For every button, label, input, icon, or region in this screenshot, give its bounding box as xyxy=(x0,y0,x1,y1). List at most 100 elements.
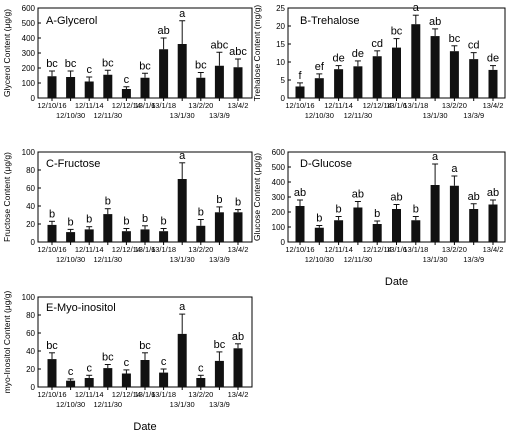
significance-letter: c xyxy=(86,64,92,76)
x-tick-label: 12/12/14 xyxy=(363,245,392,254)
bar xyxy=(411,220,421,242)
bar xyxy=(140,77,150,98)
x-tick-label: 13/4/2 xyxy=(483,101,504,110)
y-tick-label: 400 xyxy=(272,178,286,187)
bar xyxy=(103,74,113,98)
x-tick-label: 12/11/30 xyxy=(344,111,373,120)
y-tick-label: 60 xyxy=(26,184,35,193)
bar xyxy=(47,224,57,242)
significance-letter: a xyxy=(432,151,439,163)
y-tick-label: 15 xyxy=(276,40,285,49)
bar xyxy=(449,185,459,242)
x-tick-label: 13/1/6 xyxy=(135,245,156,254)
x-tick-label: 12/11/30 xyxy=(344,255,373,264)
significance-letter: b xyxy=(142,213,148,225)
x-tick-label: 13/4/2 xyxy=(483,245,504,254)
significance-letter: ef xyxy=(315,61,325,73)
x-tick-label: 13/4/2 xyxy=(228,245,249,254)
y-tick-label: 300 xyxy=(272,193,286,202)
significance-letter: ab xyxy=(487,187,499,199)
significance-letter: b xyxy=(316,213,322,225)
bar xyxy=(488,204,498,242)
x-tick-label: 13/1/18 xyxy=(151,245,176,254)
bar xyxy=(140,360,150,387)
x-tick-label: 13/1/18 xyxy=(151,390,176,399)
panel-e: 0 20 40 60 80 100 bc 12/10/16 c 12/10/30 c 12/11/14… xyxy=(2,290,253,433)
bar xyxy=(140,229,150,242)
bar xyxy=(353,66,363,98)
bar xyxy=(233,348,243,387)
bar xyxy=(411,24,421,99)
bar xyxy=(314,227,324,242)
bar xyxy=(66,77,76,98)
bar xyxy=(196,378,206,387)
significance-letter: de xyxy=(332,53,344,65)
x-tick-label: 12/12/14 xyxy=(112,245,141,254)
y-axis-label: Glycerol Content (μg/g) xyxy=(2,9,12,97)
x-tick-label: 13/1/30 xyxy=(423,111,448,120)
x-tick-label: 13/1/18 xyxy=(151,101,176,110)
significance-letter: bc xyxy=(391,26,403,38)
x-tick-label: 13/1/6 xyxy=(135,101,156,110)
significance-letter: ab xyxy=(352,189,364,201)
significance-letter: ab xyxy=(390,192,402,204)
y-tick-label: 400 xyxy=(22,34,36,43)
x-tick-label: 12/11/30 xyxy=(93,111,122,120)
bar xyxy=(177,179,187,242)
bar xyxy=(392,209,401,242)
y-tick-label: 100 xyxy=(272,223,286,232)
significance-letter: de xyxy=(487,53,499,65)
bar xyxy=(449,51,459,98)
significance-letter: ab xyxy=(468,191,480,203)
x-tick-label: 13/1/6 xyxy=(386,101,407,110)
y-tick-label: 0 xyxy=(31,94,36,103)
y-tick-label: 0 xyxy=(281,238,286,247)
bar xyxy=(66,380,76,387)
bar xyxy=(214,212,224,242)
significance-letter: bc xyxy=(46,340,58,352)
bar xyxy=(334,220,344,242)
y-tick-label: 20 xyxy=(26,220,35,229)
panel-title: E-Myo-inositol xyxy=(46,302,116,314)
x-tick-label: 12/10/30 xyxy=(56,400,85,409)
significance-letter: bc xyxy=(214,339,226,351)
y-axis-label: Trehalose Content (mg/g) xyxy=(252,5,262,102)
significance-letter: bc xyxy=(195,60,207,72)
significance-letter: bc xyxy=(65,58,77,70)
x-tick-label: 13/2/20 xyxy=(188,390,213,399)
y-tick-label: 200 xyxy=(22,64,36,73)
significance-letter: a xyxy=(413,2,420,14)
significance-letter: ab xyxy=(294,187,306,199)
x-tick-label: 12/10/30 xyxy=(56,111,85,120)
significance-letter: ab xyxy=(157,25,169,37)
y-tick-label: 60 xyxy=(26,329,35,338)
y-tick-label: 25 xyxy=(276,4,285,13)
bar xyxy=(233,67,243,98)
bar xyxy=(121,89,131,98)
x-tick-label: 12/10/30 xyxy=(56,255,85,264)
y-tick-label: 80 xyxy=(26,311,35,320)
bar xyxy=(233,212,243,242)
x-tick-label: 12/10/30 xyxy=(305,111,334,120)
y-tick-label: 500 xyxy=(22,19,36,28)
significance-letter: b xyxy=(161,216,167,228)
x-tick-label: 13/1/18 xyxy=(403,245,428,254)
bar xyxy=(353,207,363,242)
bar xyxy=(196,77,206,98)
bar xyxy=(121,373,131,387)
x-tick-label: 12/10/16 xyxy=(285,101,314,110)
x-tick-label: 13/1/30 xyxy=(170,400,195,409)
x-tick-label: 13/2/20 xyxy=(188,101,213,110)
x-tick-label: 12/11/14 xyxy=(324,245,353,254)
y-tick-label: 0 xyxy=(281,94,286,103)
x-tick-label: 12/12/14 xyxy=(112,101,141,110)
significance-letter: c xyxy=(68,366,74,378)
significance-letter: abc xyxy=(229,46,247,58)
x-tick-label: 13/1/30 xyxy=(423,255,448,264)
significance-letter: b xyxy=(105,196,111,208)
x-tick-label: 13/1/18 xyxy=(403,101,428,110)
significance-letter: bc xyxy=(102,57,114,69)
x-axis-label: Date xyxy=(133,421,156,433)
y-axis-label: Glucose Content (μg/g) xyxy=(252,153,262,241)
